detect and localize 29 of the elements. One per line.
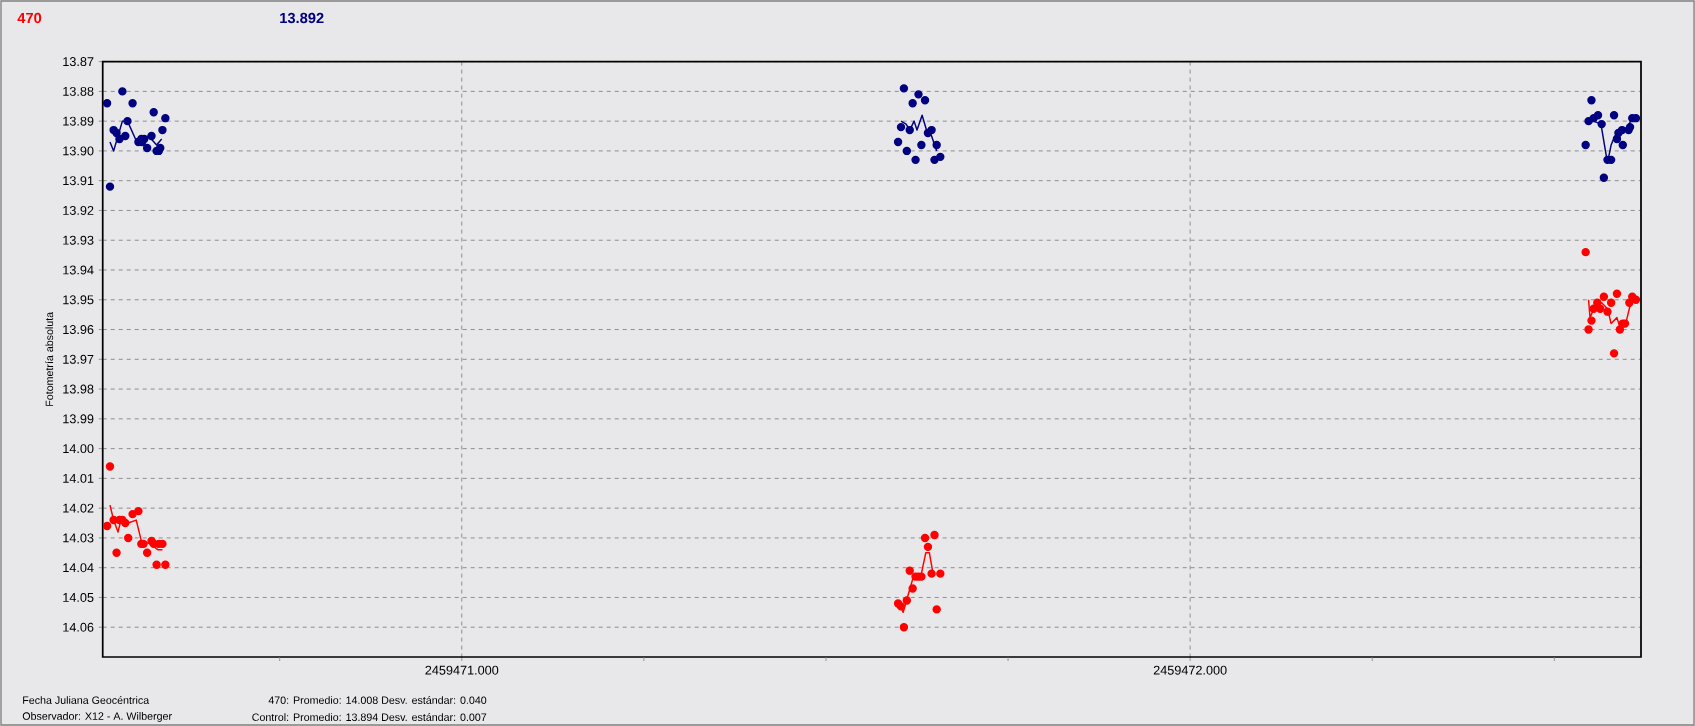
y-tick-label: 13.94 — [63, 265, 94, 275]
text: 470: Promedio: 14.008 Desv. estándar: 0.040 — [268, 696, 487, 704]
y-tick-label: 13.93 — [63, 235, 94, 245]
y-tick-label: 14.06 — [63, 622, 94, 632]
y-tick-label: 14.04 — [63, 563, 94, 573]
y-tick-label: 13.88 — [63, 86, 94, 96]
y-tick-label: 13.95 — [63, 295, 94, 305]
y-tick-label: 13.99 — [63, 414, 94, 424]
y-axis-title: Fotometría absoluta — [45, 311, 54, 406]
text: Control: Promedio: 13.894 Desv. estándar: 0.007 — [252, 713, 487, 721]
y-tick-label: 13.92 — [63, 205, 94, 215]
x-axis-title: Fecha Juliana Geocéntrica — [23, 696, 150, 704]
text: Observador: X12 - A. Wilberger — [22, 712, 172, 722]
y-tick-label: 13.90 — [63, 146, 94, 156]
y-tick-label: 13.98 — [63, 384, 94, 394]
y-tick-label: 13.91 — [63, 176, 94, 186]
y-tick-label: 13.87 — [63, 57, 94, 67]
y-tick-label: 14.01 — [63, 473, 94, 483]
y-tick-label: 14.00 — [63, 444, 94, 454]
x-tick-label: 2459471.000 — [425, 665, 499, 675]
text: 13.892 — [280, 12, 324, 24]
y-tick-label: 13.97 — [63, 354, 94, 364]
y-tick-label: 13.89 — [63, 116, 94, 126]
y-tick-label: 13.96 — [63, 325, 94, 335]
y-tick-label: 14.02 — [63, 503, 94, 513]
y-tick-label: 14.03 — [63, 533, 94, 543]
y-tick-label: 14.05 — [63, 592, 94, 602]
text: 470 — [17, 12, 42, 24]
x-tick-label: 2459472.000 — [1153, 665, 1227, 675]
